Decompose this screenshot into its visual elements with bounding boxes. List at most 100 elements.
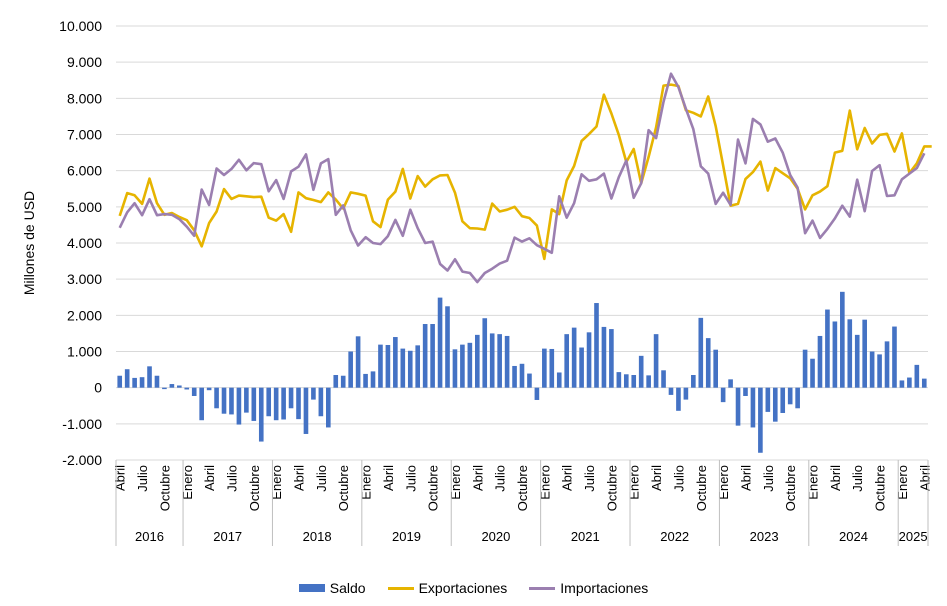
y-tick-label: 2.000	[67, 307, 102, 323]
y-tick-label: 8.000	[67, 90, 102, 106]
chart-legend: Saldo Exportaciones Importaciones	[0, 577, 947, 599]
x-tick-label: Abril	[828, 465, 843, 491]
bar-saldo	[340, 375, 346, 388]
x-tick-label: Abril	[381, 465, 396, 491]
bar-saldo	[832, 321, 838, 388]
bar-saldo	[594, 303, 599, 388]
bar-saldo	[370, 371, 376, 388]
bar-saldo	[318, 387, 324, 417]
bar-saldo	[296, 387, 301, 420]
bar-saldo	[407, 350, 413, 388]
bar-saldo	[668, 387, 674, 395]
y-tick-label: 10.000	[59, 18, 102, 34]
bar-saldo	[512, 365, 517, 388]
bar-saldo	[817, 335, 823, 388]
bar-saldo	[482, 318, 488, 388]
legend-swatch-exportaciones	[387, 586, 414, 590]
bar-saldo	[303, 387, 309, 434]
x-tick-label: Enero	[806, 465, 821, 500]
bar-saldo	[534, 387, 540, 400]
x-tick-label: Julio	[314, 465, 329, 492]
bar-saldo	[132, 377, 137, 388]
bar-saldo	[698, 317, 704, 388]
bar-saldo	[661, 370, 666, 388]
x-tick-label: Abril	[292, 465, 307, 491]
bar-saldo	[355, 336, 361, 388]
bar-saldo	[579, 347, 584, 388]
bar-saldo	[713, 349, 718, 388]
bar-saldo	[430, 324, 435, 388]
bar-saldo	[586, 332, 592, 388]
bar-saldo	[840, 291, 845, 388]
x-tick-label: Abril	[202, 465, 217, 491]
x-tick-label: Enero	[627, 465, 642, 500]
bar-saldo	[519, 363, 525, 388]
y-tick-label: 9.000	[67, 54, 102, 70]
bar-saldo	[556, 372, 562, 388]
bar-saldo	[892, 326, 897, 388]
bar-saldo	[363, 373, 368, 388]
bar-saldo	[542, 348, 547, 388]
bar-saldo	[750, 387, 756, 428]
bar-saldo	[705, 338, 711, 388]
bar-saldo	[251, 387, 257, 421]
x-tick-label: Octubre	[873, 465, 888, 511]
bar-saldo	[333, 375, 339, 388]
year-label: 2016	[135, 529, 164, 544]
x-tick-label: Octubre	[604, 465, 619, 511]
legend-label-exportaciones: Exportaciones	[418, 580, 508, 596]
year-label: 2022	[660, 529, 689, 544]
bar-saldo	[273, 387, 279, 421]
bar-saldo	[564, 334, 570, 388]
bar-saldo	[281, 387, 286, 420]
bar-saldo	[199, 387, 204, 421]
x-tick-label: Abril	[917, 465, 932, 491]
bar-saldo	[676, 387, 681, 411]
bar-saldo	[631, 375, 637, 388]
x-tick-label: Enero	[895, 465, 910, 500]
bar-saldo	[638, 355, 644, 388]
bar-saldo	[683, 387, 689, 400]
bar-saldo	[691, 375, 696, 388]
bar-saldo	[728, 379, 733, 388]
x-tick-label: Julio	[225, 465, 240, 492]
year-label: 2020	[481, 529, 510, 544]
bar-saldo	[460, 344, 465, 388]
bar-saldo	[206, 387, 212, 391]
year-label: 2017	[213, 529, 242, 544]
y-tick-label: 4.000	[67, 235, 102, 251]
bar-saldo	[378, 344, 383, 388]
bar-saldo	[616, 372, 622, 388]
bar-saldo	[214, 387, 219, 409]
bar-saldo	[400, 348, 406, 388]
y-tick-label: 5.000	[67, 199, 102, 215]
bar-saldo	[236, 387, 242, 425]
x-tick-label: Abril	[470, 465, 485, 491]
bar-saldo	[177, 385, 182, 388]
bar-saldo	[497, 334, 502, 388]
bar-saldo	[266, 387, 272, 417]
bar-saldo	[601, 326, 607, 388]
bar-saldo	[653, 334, 659, 388]
y-tick-label: 3.000	[67, 271, 102, 287]
bar-saldo	[452, 349, 458, 388]
y-tick-label: 1.000	[67, 344, 102, 360]
bar-saldo	[743, 387, 748, 396]
x-tick-label: Octubre	[157, 465, 172, 511]
bar-saldo	[504, 335, 510, 388]
bar-saldo	[489, 333, 495, 388]
bar-saldo	[467, 342, 473, 388]
bar-saldo	[735, 387, 741, 426]
bar-saldo	[147, 366, 152, 388]
bar-saldo	[810, 358, 815, 388]
bar-saldo	[154, 375, 160, 388]
x-tick-label: Julio	[582, 465, 597, 492]
x-tick-label: Octubre	[247, 465, 262, 511]
x-tick-label: Enero	[269, 465, 284, 500]
bar-saldo	[117, 375, 123, 388]
bar-saldo	[184, 387, 190, 390]
bar-saldo	[862, 319, 867, 388]
bar-saldo	[802, 349, 808, 388]
bar-saldo	[869, 351, 875, 388]
